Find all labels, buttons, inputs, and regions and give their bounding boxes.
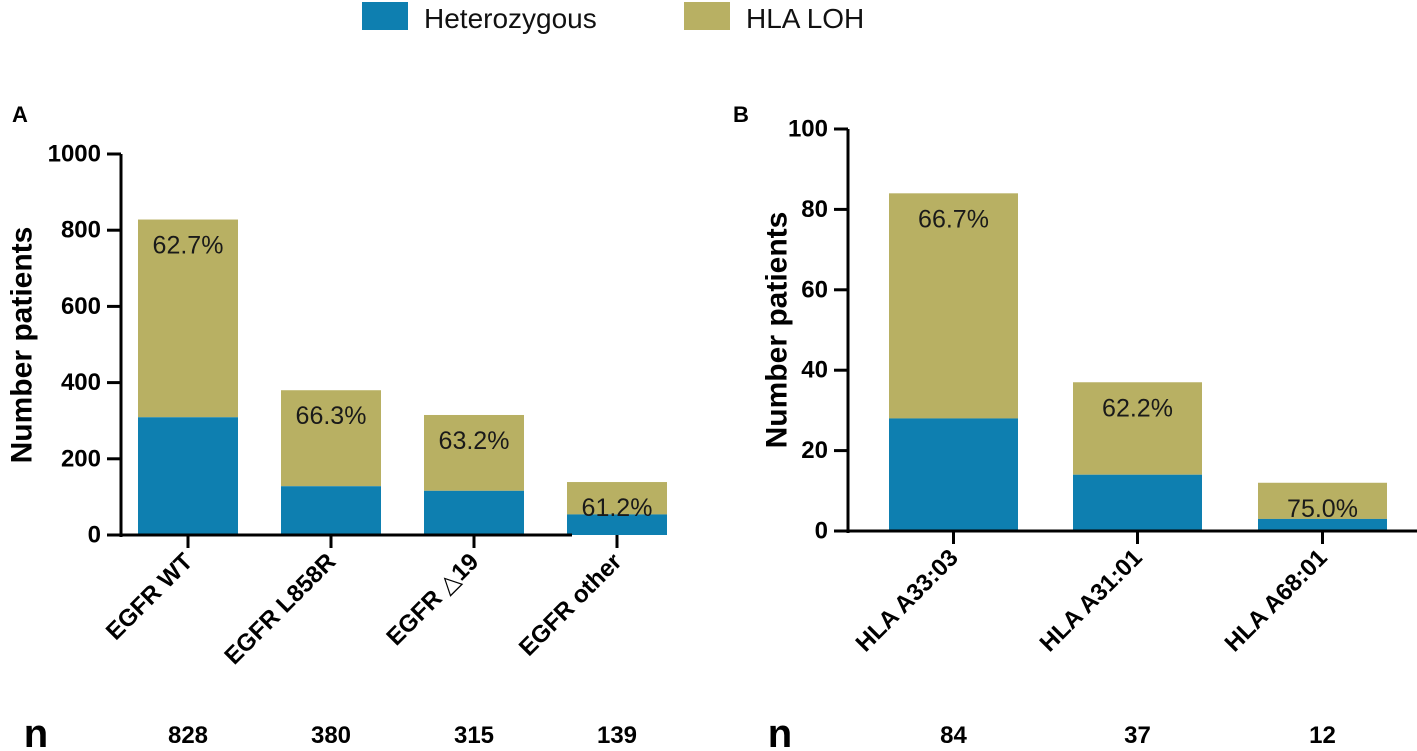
panel-a-xtick-label-4: EGFR other xyxy=(514,548,627,661)
panel-b-bar-heterozygous-3 xyxy=(1258,518,1387,531)
panel-a-pct-label-4: 61.2% xyxy=(582,494,653,522)
panel-b-bar-heterozygous-1 xyxy=(889,418,1018,531)
panel-b-y-axis-title: Number patients xyxy=(761,212,794,449)
panel-b-n-value-3: 12 xyxy=(1309,722,1336,749)
panel-a: A Number patients 62.7% 66.3% 63.2% 61.2% 0 200… xyxy=(6,102,667,751)
panel-b-bar-loh-2 xyxy=(1073,382,1202,475)
panel-b-n-value-1: 84 xyxy=(940,722,967,749)
panel-a-bar-heterozygous-4 xyxy=(567,514,667,535)
panel-b-pct-label-3: 75.0% xyxy=(1287,495,1358,523)
panel-b-ytick-label-6: 100 xyxy=(788,116,828,143)
legend-label-2: HLA LOH xyxy=(746,3,864,34)
panel-b-bar-loh-3 xyxy=(1258,482,1387,519)
panel-b-ytick-label-1: 0 xyxy=(815,518,828,545)
panel-a-n-value-4: 139 xyxy=(597,722,637,749)
panel-b-n-value-2: 37 xyxy=(1124,722,1151,749)
panel-b-xtick-label-2: HLA A31:01 xyxy=(1035,544,1148,657)
panel-a-y-axis-title: Number patients xyxy=(6,227,39,464)
panel-b-letter: B xyxy=(733,102,749,127)
panel-a-ytick-label-1: 0 xyxy=(88,522,101,549)
panel-a-n-value-3: 315 xyxy=(454,722,494,749)
panel-a-xtick-label-1: EGFR WT xyxy=(101,548,199,646)
legend: Heterozygous HLA LOH xyxy=(362,2,864,34)
panel-a-n-value-2: 380 xyxy=(311,722,351,749)
panel-a-ytick-label-3: 400 xyxy=(61,369,101,396)
panel-a-letter: A xyxy=(12,102,28,127)
panel-b-pct-label-2: 62.2% xyxy=(1102,394,1173,422)
panel-b-xtick-label-3: HLA A68:01 xyxy=(1220,544,1333,657)
panel-a-ytick-label-6: 1000 xyxy=(48,141,101,168)
legend-swatch-2 xyxy=(684,2,730,30)
panel-a-bar-loh-3 xyxy=(424,414,524,491)
panel-a-pct-label-2: 66.3% xyxy=(296,402,367,430)
panel-a-pct-label-1: 62.7% xyxy=(153,232,224,260)
panel-a-bar-loh-4 xyxy=(567,482,667,515)
panel-a-n-value-1: 828 xyxy=(168,722,208,749)
panel-a-xtick-label-2: EGFR L858R xyxy=(219,548,341,670)
panel-a-ytick-label-4: 600 xyxy=(61,293,101,320)
panel-b-ytick-label-4: 60 xyxy=(801,276,828,303)
panel-b-bar-loh-1 xyxy=(889,193,1018,419)
panel-a-n-label: n xyxy=(24,712,48,751)
legend-label-1: Heterozygous xyxy=(424,3,597,34)
panel-b-ytick-label-2: 20 xyxy=(801,437,828,464)
panel-a-bar-heterozygous-2 xyxy=(281,486,381,535)
panel-a-xtick-label-3: EGFR △19 xyxy=(381,548,484,651)
panel-b-pct-label-1: 66.7% xyxy=(918,205,989,233)
panel-a-bar-heterozygous-3 xyxy=(424,490,524,535)
panel-b-xtick-label-1: HLA A33:03 xyxy=(851,544,964,657)
panel-a-pct-label-3: 63.2% xyxy=(439,427,510,455)
panel-b-ytick-label-5: 80 xyxy=(801,196,828,223)
legend-swatch-1 xyxy=(362,2,408,30)
panel-b-n-label: n xyxy=(768,712,792,751)
panel-a-ytick-label-2: 200 xyxy=(61,445,101,472)
panel-a-ytick-label-5: 800 xyxy=(61,217,101,244)
panel-a-bar-loh-2 xyxy=(281,390,381,487)
panel-a-bar-loh-1 xyxy=(138,219,238,418)
panel-a-bar-heterozygous-1 xyxy=(138,417,238,535)
panel-b-ytick-label-3: 40 xyxy=(801,357,828,384)
panel-b: B Number patients 66.7% 62.2% 75.0% 0 20 40 60 80… xyxy=(733,102,1417,751)
panel-b-bar-heterozygous-2 xyxy=(1073,474,1202,531)
